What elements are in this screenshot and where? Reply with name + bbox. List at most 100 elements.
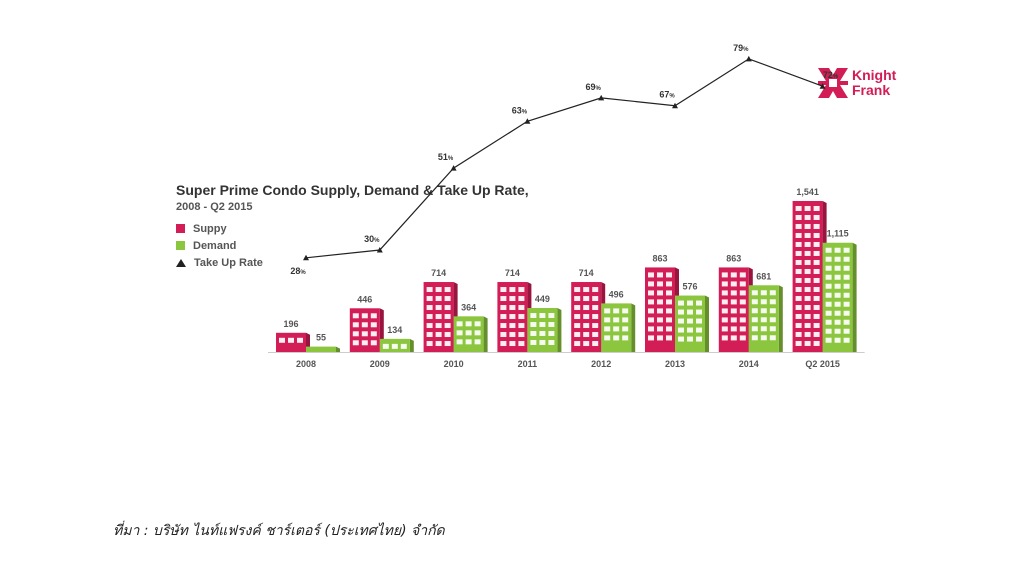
supply-bar-window [509, 323, 516, 329]
supply-bar-window [574, 323, 581, 329]
demand-bar-window [843, 337, 850, 343]
demand-bar-side [778, 285, 783, 352]
demand-bar-window [622, 326, 629, 332]
supply-bar-window [426, 323, 433, 329]
demand-bar-window [604, 308, 611, 314]
supply-bar-window [804, 322, 811, 328]
supply-bar-window [739, 308, 746, 314]
supply-bar-window [444, 332, 451, 338]
supply-bar-window [813, 331, 820, 337]
demand-bar-window [696, 327, 702, 333]
supply-bar-window [435, 323, 442, 329]
supply-bar-window [730, 335, 737, 341]
supply-bar-window [813, 214, 820, 220]
take-up-rate-label: 28% [290, 266, 306, 276]
supply-bar-window [352, 331, 359, 337]
supply-bar-window [666, 335, 672, 341]
supply-bar-window [648, 335, 654, 341]
supply-bar-window [813, 304, 820, 310]
demand-bar-window [539, 312, 546, 318]
supply-bar-window [592, 332, 599, 338]
demand-bar-side [409, 338, 414, 352]
take-up-rate-marker [303, 254, 309, 261]
supply-bar-window [518, 287, 525, 293]
legend-label-take-up-rate: Take Up Rate [194, 256, 263, 269]
supply-bar-window [435, 314, 442, 320]
demand-bar-window [760, 326, 767, 332]
x-tick-label: 2008 [296, 359, 316, 369]
supply-bar-window [795, 250, 802, 256]
supply-bar-window [435, 305, 442, 311]
supply-bar-window [721, 308, 728, 314]
take-up-rate-marker [524, 118, 531, 124]
x-tick-label: 2012 [591, 359, 611, 369]
supply-bar-window [361, 313, 368, 319]
demand-bar-side [631, 303, 636, 352]
supply-bar-window [804, 241, 811, 247]
supply-bar-window [435, 296, 442, 302]
supply-bar-window [666, 326, 672, 332]
demand-bar-window [769, 299, 776, 305]
supply-bar-window [500, 305, 507, 311]
demand-bar-window [465, 330, 472, 336]
supply-bar-window [813, 340, 820, 346]
demand-bar-window [760, 317, 767, 323]
supply-bar-window [583, 323, 590, 329]
supply-bar-window [804, 223, 811, 229]
supply-bar-window [583, 305, 590, 311]
supply-bar-window [648, 281, 654, 287]
chart-subtitle: 2008 - Q2 2015 [176, 201, 253, 213]
demand-bar-window [825, 256, 832, 262]
supply-bar-window [297, 337, 303, 343]
supply-bar-window [813, 205, 820, 211]
supply-bar-window [352, 322, 359, 328]
demand-bar-window [622, 308, 629, 314]
demand-bar-window [834, 256, 841, 262]
source-note: ที่มา : บริษัท ไนท์แฟรงค์ ชาร์เตอร์ (ประ… [113, 523, 445, 539]
demand-bar-side [852, 242, 857, 352]
supply-bar-window [813, 259, 820, 265]
demand-bar-window [825, 319, 832, 325]
take-up-rate-label: 69% [586, 82, 602, 92]
demand-bar-window [843, 274, 850, 280]
supply-bar-window [574, 296, 581, 302]
demand-bar-window [769, 335, 776, 341]
demand-bar-window [687, 327, 693, 333]
demand-bar-window [825, 283, 832, 289]
demand-bar-window [760, 308, 767, 314]
supply-bar-window [730, 308, 737, 314]
supply-bar-window [813, 241, 820, 247]
supply-bar-window [795, 241, 802, 247]
supply-bar-window [518, 323, 525, 329]
supply-bar-window [721, 326, 728, 332]
supply-bar-window [370, 313, 377, 319]
supply-bar-window [370, 340, 377, 346]
knight-frank-logo: Knight Frank [818, 68, 908, 102]
demand-bar-window [843, 265, 850, 271]
supply-bar-window [804, 259, 811, 265]
supply-bar-window [813, 232, 820, 238]
demand-bar-window [843, 256, 850, 262]
supply-bar-window [666, 281, 672, 287]
take-up-rate-label: 79% [733, 43, 749, 53]
demand-bar-window [843, 292, 850, 298]
take-up-rate-label: 67% [659, 90, 675, 100]
supply-bar-window [666, 299, 672, 305]
demand-bar-window [474, 321, 481, 327]
demand-bar-window [825, 265, 832, 271]
demand-bar-window [382, 343, 389, 349]
supply-bar-window [592, 341, 599, 347]
supply-bar-window [795, 322, 802, 328]
legend-label-demand: Demand [193, 239, 237, 252]
supply-bar-window [361, 340, 368, 346]
supply-bar-window [795, 331, 802, 337]
demand-bar-window [751, 317, 758, 323]
supply-bar-window [804, 286, 811, 292]
supply-value-label: 714 [431, 268, 446, 278]
supply-bar-window [813, 223, 820, 229]
supply-bar-window [361, 331, 368, 337]
demand-bar-window [678, 300, 684, 306]
demand-bar-window [825, 292, 832, 298]
supply-bar-window [657, 326, 663, 332]
